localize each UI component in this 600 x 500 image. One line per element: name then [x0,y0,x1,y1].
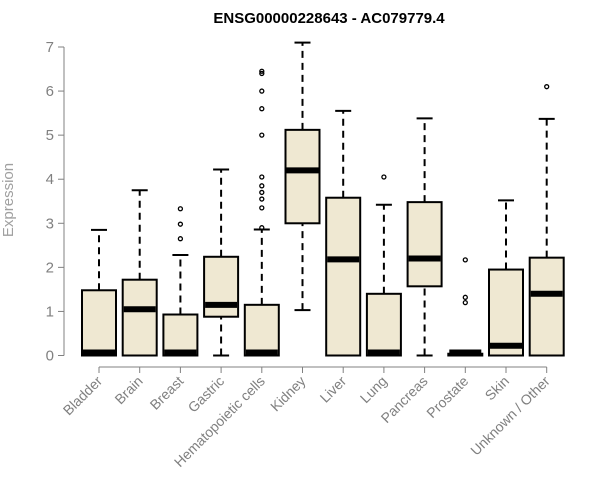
outlier-point [259,132,265,138]
x-tick-label: Lung [357,373,390,406]
box-rect [528,256,565,357]
outlier-point [177,221,184,227]
box-rect [121,278,158,357]
outlier-point [259,174,265,180]
x-tick-label: Prostate [423,373,471,421]
outlier-point [177,236,184,242]
x-tick-label: Liver [317,373,350,406]
outlier-point [462,299,468,306]
outlier-point [259,70,265,77]
chart-title: ENSG00000228643 - AC079779.4 [213,10,445,27]
box-rect [325,196,362,357]
box-kidney [284,41,321,312]
y-tick-label: 6 [46,83,54,100]
box-rect [162,313,199,357]
y-tick-label: 4 [46,171,54,188]
box-liver [325,109,362,357]
y-tick-label: 2 [46,259,54,276]
x-tick-label: Breast [147,373,187,413]
y-tick-label: 3 [46,215,54,232]
box-rect [284,128,321,225]
outlier-point [259,189,265,196]
box-lung [365,174,402,357]
outlier-point [259,205,265,211]
x-tick-label: Brain [111,373,145,407]
box-rect [406,201,443,288]
y-tick-label: 5 [46,127,54,144]
box-rect [243,303,280,357]
outlier-point [462,257,468,263]
boxes-group [81,41,565,357]
box-pancreas [406,117,443,357]
outlier-point [462,294,468,300]
box-unknown-other [528,84,565,357]
outlier-point [544,84,550,90]
x-tick-label: Kidney [267,373,309,415]
box-brain [121,189,158,357]
box-gastric [203,168,240,357]
outlier-point [381,174,387,180]
y-tick-label: 1 [46,303,54,320]
outlier-point [259,225,265,231]
y-axis-ticks: 0 1 2 3 4 5 6 7 [46,39,64,365]
x-tick-label: Skin [482,373,513,404]
box-skin [488,199,524,357]
outlier-point [259,106,265,112]
box-bladder [81,228,117,357]
box-hematopoietic-cells [243,68,280,357]
y-tick-label: 0 [46,348,54,365]
box-prostate [447,257,484,357]
box-rect [81,289,117,357]
y-tick-label: 7 [46,39,54,56]
outlier-point [177,206,184,212]
outlier-point [259,68,265,74]
outlier-point [259,88,265,94]
outlier-point [259,196,265,202]
outlier-point [259,183,265,189]
box-rect [365,292,402,357]
box-breast [162,206,199,357]
x-tick-label: Bladder [60,373,106,419]
box-rect [488,268,524,357]
y-axis-label: Expression [0,163,17,237]
